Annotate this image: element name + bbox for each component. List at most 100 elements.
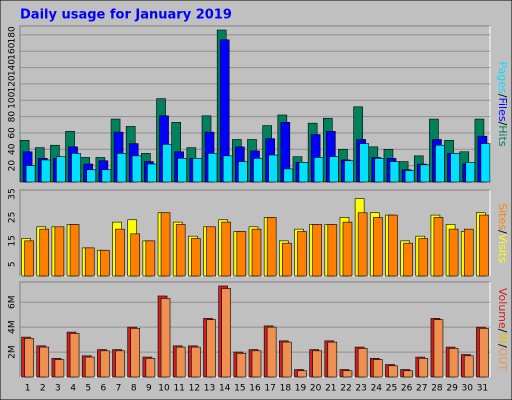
bar — [24, 338, 34, 378]
y-tick-label: 4M — [8, 320, 18, 334]
legend: Pages/Files/Hits — [496, 61, 509, 147]
x-tick-label: 1 — [25, 384, 31, 394]
x-tick-label: 25 — [386, 384, 397, 394]
x-tick-label: 24 — [371, 384, 383, 394]
bar — [313, 157, 324, 183]
bar — [312, 224, 322, 277]
bar — [297, 370, 307, 378]
x-tick-label: 7 — [116, 384, 122, 394]
bar — [465, 162, 476, 183]
legend: Sites/Visits — [496, 203, 509, 263]
x-tick-label: 30 — [462, 384, 474, 394]
bar — [404, 170, 415, 183]
bar — [342, 370, 353, 378]
bar — [39, 346, 50, 378]
bar — [359, 143, 369, 183]
bar — [160, 212, 171, 277]
bar — [116, 153, 127, 183]
bar — [24, 240, 34, 277]
bar — [206, 319, 216, 378]
bar — [251, 228, 262, 277]
bar — [433, 217, 444, 277]
x-tick-label: 16 — [249, 384, 261, 394]
bar — [327, 341, 338, 378]
bar — [448, 348, 459, 378]
bar — [266, 217, 277, 277]
bar — [435, 144, 445, 183]
x-tick-label: 4 — [70, 384, 76, 394]
bar — [191, 346, 201, 378]
legend-entry: / — [496, 94, 509, 98]
bar — [54, 359, 65, 378]
bar — [222, 155, 233, 183]
bar — [221, 288, 231, 378]
bar — [130, 328, 141, 378]
bar — [100, 350, 110, 378]
y-tick-label: 2M — [8, 345, 18, 359]
bar — [84, 356, 95, 378]
y-tick-label: 6M — [8, 295, 18, 309]
y-tick-label: 15 — [8, 235, 18, 246]
bar — [297, 231, 307, 277]
legend-entry: Hits — [496, 125, 509, 147]
bar — [479, 328, 489, 378]
y-tick-label: 40 — [8, 143, 18, 155]
bar — [480, 143, 491, 183]
y-tick-label: 20 — [8, 160, 18, 172]
legend-entry: / — [496, 329, 509, 333]
bar — [177, 158, 187, 183]
bar — [283, 168, 294, 183]
bar — [450, 153, 460, 183]
bar — [251, 350, 262, 378]
x-tick-label: 27 — [416, 384, 427, 394]
y-tick-label: 180 — [8, 26, 18, 43]
bar — [253, 158, 263, 183]
y-tick-label: 60 — [8, 127, 18, 139]
bar — [327, 224, 338, 277]
x-tick-label: 8 — [131, 384, 137, 394]
bar — [221, 221, 231, 277]
bar — [130, 233, 141, 277]
bar — [236, 231, 247, 277]
x-tick-label: 10 — [158, 384, 170, 394]
bar — [463, 228, 474, 277]
bar — [448, 228, 459, 277]
bar — [115, 350, 125, 378]
x-tick-label: 20 — [310, 384, 322, 394]
bar — [160, 298, 171, 378]
legend-entry: Pages — [496, 61, 509, 94]
bar — [403, 242, 413, 277]
legend-entry: IN — [496, 333, 509, 344]
legend-entry: Sites — [496, 203, 509, 230]
bar — [54, 226, 65, 277]
x-tick-label: 13 — [204, 384, 215, 394]
chart-title: Daily usage for January 2019 — [20, 8, 232, 23]
bar — [357, 212, 368, 277]
x-tick-label: 9 — [146, 384, 152, 394]
y-tick-label: 80 — [8, 111, 18, 123]
bar — [282, 242, 292, 277]
x-tick-label: 14 — [219, 384, 231, 394]
bar — [418, 358, 429, 378]
bar — [147, 163, 157, 183]
bar — [25, 165, 36, 183]
bar — [115, 228, 125, 277]
bar — [312, 350, 322, 378]
x-tick-label: 11 — [173, 384, 184, 394]
y-tick-label: 140 — [8, 59, 18, 76]
bar — [388, 365, 398, 378]
bar — [206, 226, 216, 277]
bar — [145, 240, 156, 277]
bar — [175, 224, 186, 277]
bar — [282, 341, 292, 378]
legend-entry: / — [496, 344, 509, 348]
x-tick-label: 22 — [340, 384, 351, 394]
bar — [463, 355, 474, 378]
bar — [266, 326, 277, 378]
bar — [357, 348, 368, 378]
x-tick-label: 31 — [477, 384, 488, 394]
bar — [175, 346, 186, 378]
legend: Volume/IN/OUT — [496, 288, 509, 372]
x-tick-label: 6 — [101, 384, 107, 394]
